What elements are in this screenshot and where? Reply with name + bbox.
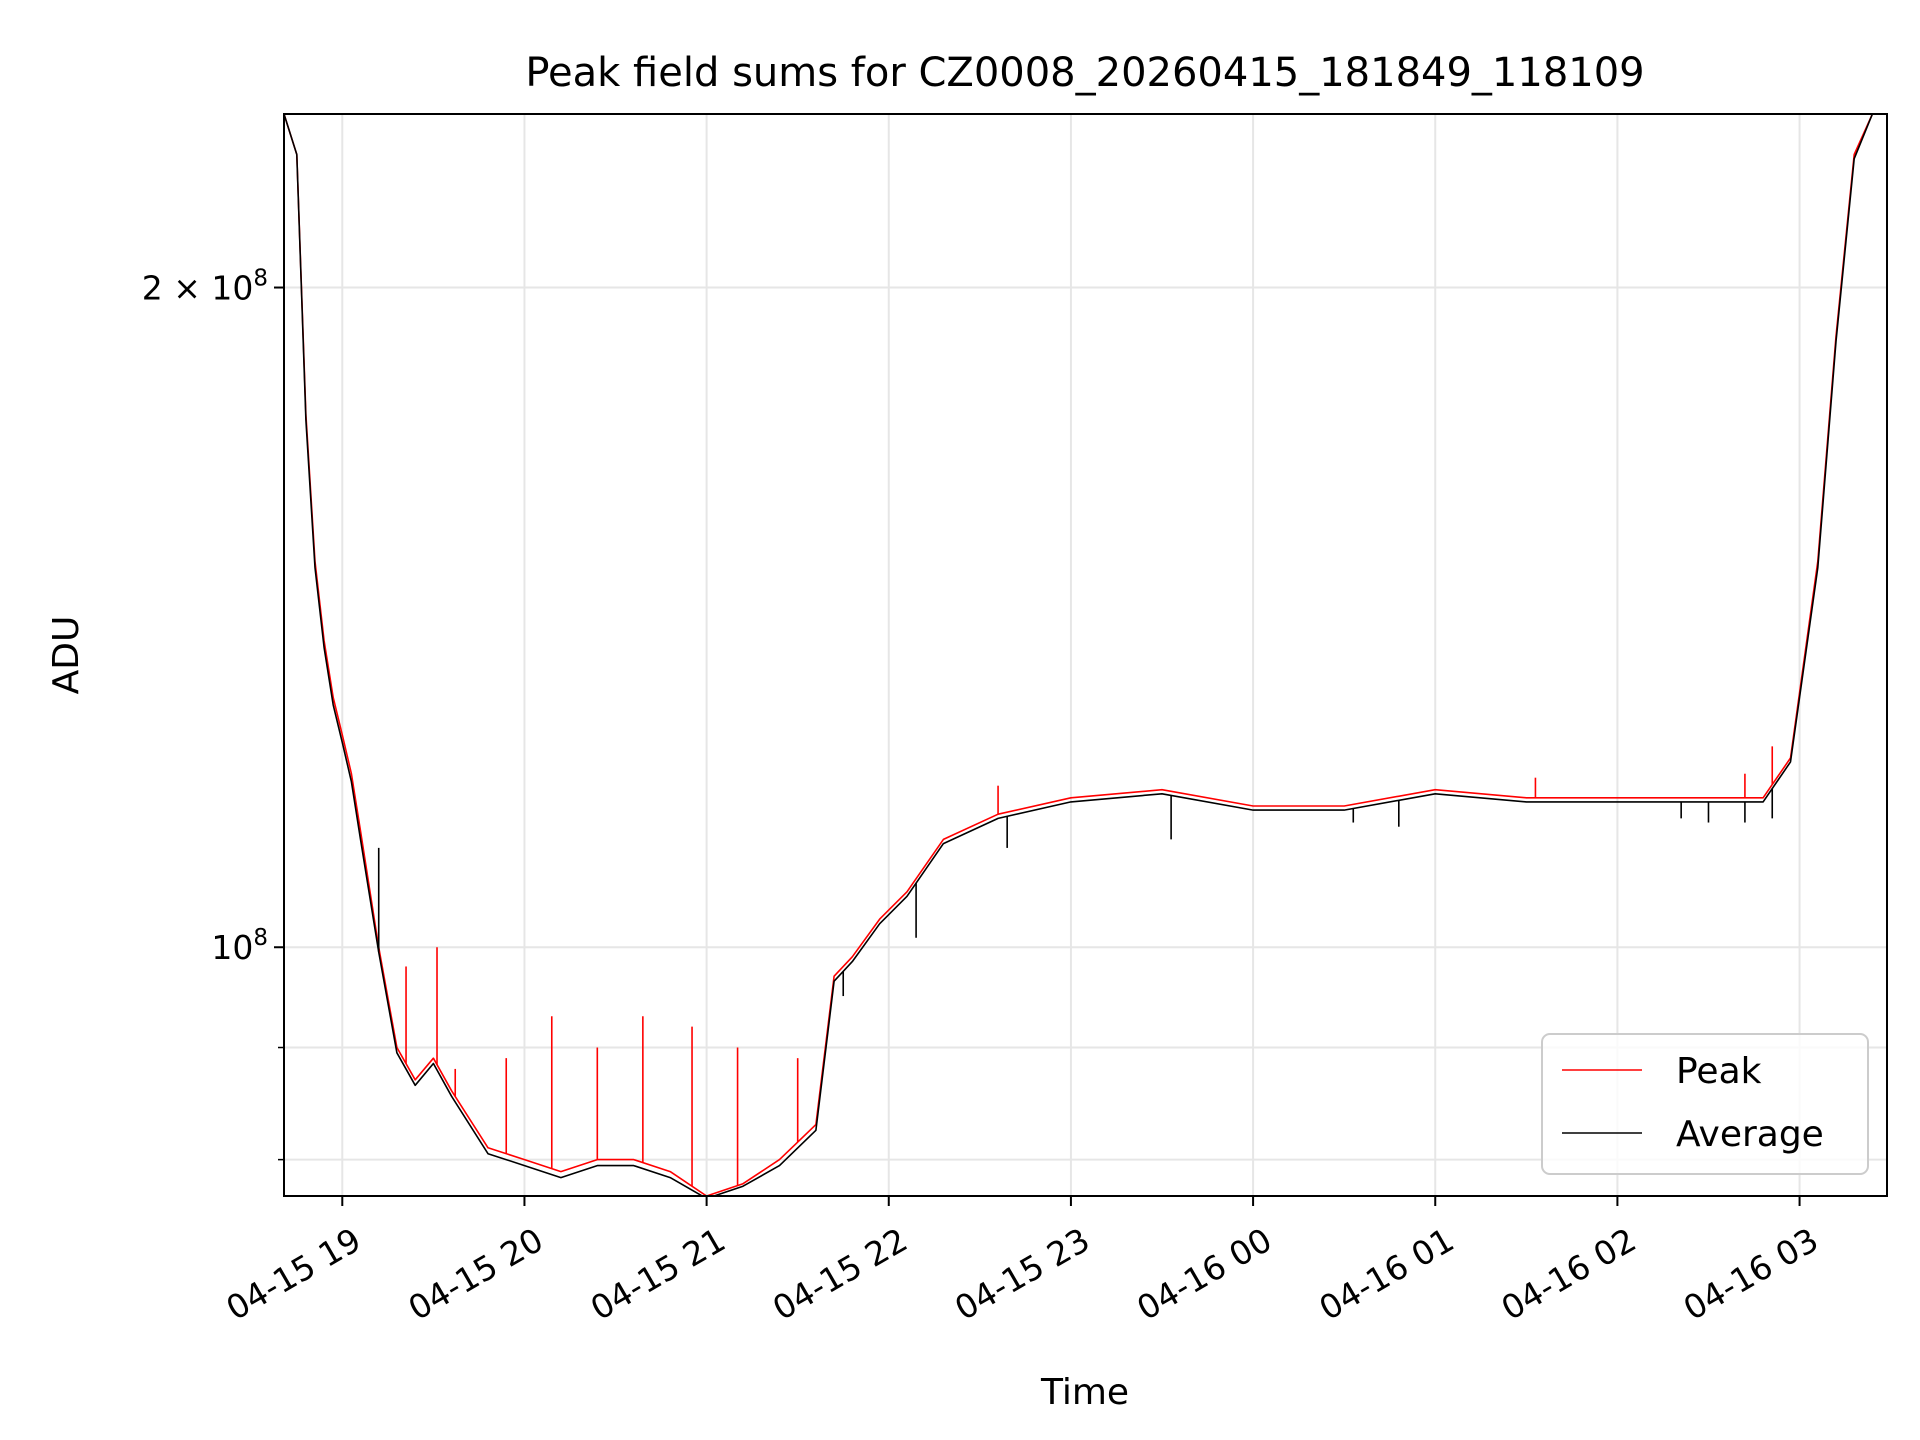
x-axis-label: Time bbox=[1040, 1372, 1129, 1413]
series-line-average bbox=[284, 114, 1887, 1196]
chart-title: Peak field sums for CZ0008_20260415_1818… bbox=[525, 50, 1644, 96]
y-tick-base: 10 bbox=[211, 928, 253, 967]
y-axis-label: ADU bbox=[46, 616, 87, 695]
y-tick-label: 108 bbox=[211, 925, 268, 967]
legend-box bbox=[1541, 1033, 1869, 1175]
legend-label-average: Average bbox=[1676, 1114, 1824, 1155]
series-layer bbox=[284, 114, 1887, 1196]
y-tick-label: 2 × 108 bbox=[142, 266, 268, 308]
plot-frame bbox=[283, 113, 1888, 1197]
y-tick-base: 10 bbox=[211, 269, 253, 308]
legend: Peak Average bbox=[1541, 1033, 1869, 1175]
y-tick-coefficient: 2 × bbox=[142, 269, 212, 308]
series-line-peak bbox=[284, 114, 1887, 1196]
y-tick-exponent: 8 bbox=[253, 925, 268, 951]
y-tick-exponent: 8 bbox=[253, 266, 268, 292]
legend-label-peak: Peak bbox=[1676, 1051, 1762, 1092]
